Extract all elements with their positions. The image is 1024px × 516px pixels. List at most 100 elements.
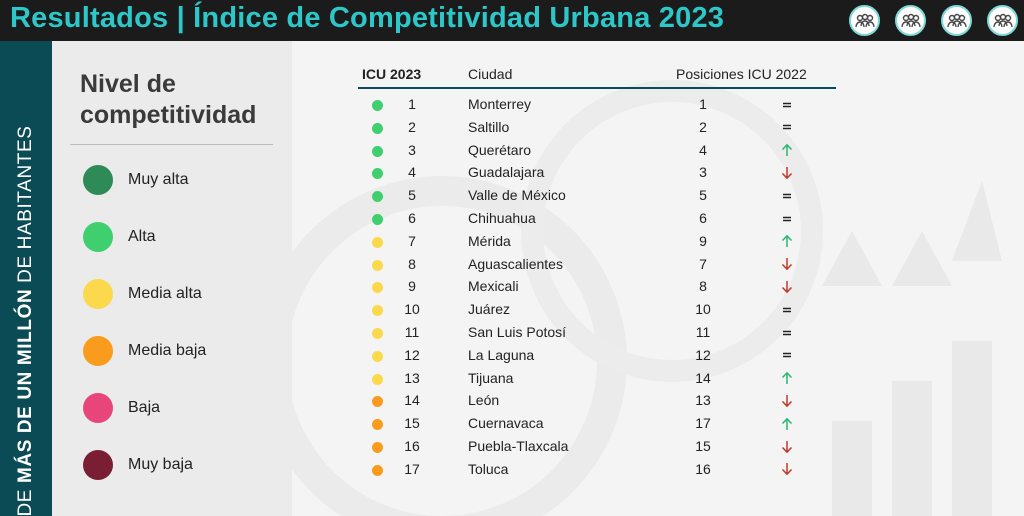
level-dot	[372, 145, 383, 157]
group-icon[interactable]	[849, 5, 880, 36]
population-category-label: DE MÁS DE UN MILLÓN DE HABITANTES	[15, 125, 37, 516]
equal-icon	[776, 116, 798, 139]
level-dot	[372, 100, 383, 111]
level-dot	[372, 214, 383, 225]
page-title: Resultados | Índice de Competitividad Ur…	[10, 2, 725, 34]
rank-2022: 17	[695, 415, 711, 432]
legend-swatch	[83, 393, 113, 423]
rank-2023: 6	[408, 210, 416, 226]
level-dot	[372, 328, 383, 339]
arrow-up-icon	[776, 230, 798, 253]
arrow-down-icon	[776, 458, 798, 481]
city-name: Saltillo	[468, 118, 510, 135]
level-dot	[372, 122, 383, 134]
table-row: 17 Toluca 16	[292, 458, 1024, 481]
table-row: 7 Mérida 9	[292, 230, 1024, 253]
legend-swatch	[83, 165, 113, 195]
city-name: Chihuahua	[468, 210, 536, 226]
rank-2022: 13	[695, 392, 711, 409]
rank-2023: 7	[408, 232, 416, 249]
rank-2023: 17	[404, 460, 420, 477]
legend-item: Media baja	[83, 336, 206, 366]
city-name: Cuernavaca	[468, 415, 544, 432]
rank-2023: 11	[404, 324, 420, 340]
table-row: 9 Mexicali 8	[292, 275, 1024, 298]
arrow-down-icon	[776, 161, 798, 184]
city-name: Querétaro	[468, 141, 532, 158]
equal-icon	[776, 298, 798, 321]
group-icon[interactable]	[941, 5, 972, 36]
arrow-down-icon	[776, 275, 798, 298]
rank-2022: 14	[695, 369, 711, 386]
table-row: 10 Juárez 10	[292, 298, 1024, 321]
header-icons	[849, 5, 1018, 36]
level-dot	[372, 442, 383, 453]
legend-item: Baja	[83, 393, 160, 423]
level-dot	[372, 373, 383, 385]
rank-2023: 14	[404, 392, 420, 409]
group-icon[interactable]	[987, 5, 1018, 36]
column-header-icu-2023: ICU 2023	[362, 66, 422, 82]
rank-2022: 12	[695, 346, 711, 363]
legend-label: Alta	[128, 228, 156, 245]
rank-2022: 9	[699, 232, 707, 249]
city-name: Valle de México	[468, 187, 566, 204]
arrow-down-icon	[776, 435, 798, 458]
level-dot	[372, 236, 383, 248]
city-name: La Laguna	[468, 346, 535, 363]
rank-2023: 10	[404, 301, 420, 318]
level-dot	[372, 282, 383, 294]
legend-item: Muy alta	[83, 165, 188, 195]
city-name: Tijuana	[468, 369, 514, 386]
arrow-up-icon	[776, 367, 798, 390]
rank-2023: 12	[404, 346, 420, 363]
banner-prefix: DE	[15, 488, 36, 516]
rank-2022: 7	[699, 255, 707, 272]
table-row: 2 Saltillo 2	[292, 116, 1024, 139]
table-row: 5 Valle de México 5	[292, 184, 1024, 207]
rank-2023: 1	[408, 96, 416, 112]
background-decoration	[292, 80, 1002, 516]
ranking-table: ICU 2023 Ciudad Posiciones ICU 2022 1 Mon…	[292, 41, 1024, 516]
legend-swatch	[83, 222, 113, 252]
equal-icon	[776, 321, 798, 344]
level-dot	[372, 419, 383, 431]
legend-label: Media baja	[128, 342, 207, 359]
rank-2022: 15	[695, 438, 711, 454]
table-row: 11 San Luis Potosí 11	[292, 321, 1024, 344]
rank-2022: 1	[699, 96, 707, 112]
group-icon[interactable]	[895, 5, 926, 36]
city-name: Guadalajara	[468, 164, 545, 181]
table-row: 8 Aguascalientes 7	[292, 253, 1024, 276]
level-dot	[372, 168, 383, 180]
rank-2023: 9	[408, 278, 416, 295]
city-name: Mexicali	[468, 278, 519, 295]
table-row: 3 Querétaro 4	[292, 139, 1024, 162]
table-row: 4 Guadalajara 3	[292, 161, 1024, 184]
table-row: 15 Cuernavaca 17	[292, 412, 1024, 435]
legend-panel: Nivel de competitividad Muy alta Alta Medi…	[52, 41, 292, 516]
city-name: León	[468, 392, 500, 409]
rank-2023: 5	[408, 187, 416, 204]
level-dot	[372, 350, 383, 362]
city-name: Juárez	[468, 301, 511, 318]
city-name: San Luis Potosí	[468, 324, 567, 340]
legend-title: Nivel de competitividad	[80, 70, 257, 129]
rank-2023: 16	[404, 438, 420, 454]
rank-2022: 6	[699, 210, 707, 226]
rank-2022: 4	[699, 141, 707, 158]
legend-swatch	[83, 279, 113, 309]
city-name: Aguascalientes	[468, 255, 563, 272]
legend-swatch	[83, 450, 113, 480]
city-name: Toluca	[468, 460, 509, 477]
legend-item: Media alta	[83, 279, 202, 309]
column-header-icu-2022: Posiciones ICU 2022	[676, 66, 807, 82]
legend-label: Muy alta	[128, 171, 189, 188]
legend-item: Alta	[83, 222, 156, 252]
divider	[70, 144, 273, 145]
rank-2023: 2	[408, 118, 416, 135]
arrow-up-icon	[776, 412, 798, 435]
rank-2022: 16	[695, 460, 711, 477]
rank-2022: 5	[699, 187, 707, 204]
legend-label: Muy baja	[128, 456, 193, 473]
